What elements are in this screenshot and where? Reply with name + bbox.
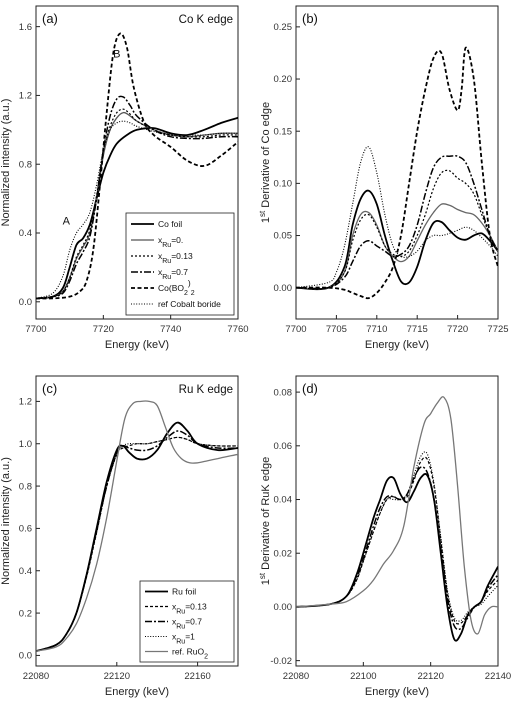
y-tick-label: 0.04: [274, 495, 293, 506]
x-tick-label: 7715: [407, 324, 428, 335]
panel-a: 7700 7720 7740 7760 0.0 0.4 0.8 1.2 1.6 Energy (k…: [0, 5, 249, 351]
peak-annotation: A: [63, 215, 71, 227]
y-tick-label: 0.8: [19, 481, 32, 492]
y-tick-label: 0.25: [274, 22, 293, 33]
plot-frame-c: [35, 375, 239, 667]
series-line-6: [296, 146, 498, 289]
series-line-4: [36, 95, 238, 300]
panel-label: (d): [302, 381, 318, 396]
y-axis-label: Normalized intensity (a.u.): [0, 457, 12, 585]
series-group: [36, 32, 238, 300]
series-line-3: [36, 108, 238, 299]
y-tick-label: 1.6: [19, 22, 32, 33]
plot-frame-b: [295, 5, 499, 320]
panel-title: Co K edge: [179, 14, 233, 26]
y-tick-label: 0.4: [19, 228, 32, 239]
y-tick-label: 1.0: [19, 439, 32, 450]
panel-label: (a): [42, 11, 58, 26]
y-tick-label: 0.20: [274, 74, 293, 85]
series-line-5: [296, 46, 498, 300]
y-tick-label: 0.6: [19, 524, 32, 535]
series-line-3: [296, 169, 498, 290]
y-tick-label: 0.10: [274, 179, 293, 190]
y-tick-label: 0.06: [274, 441, 293, 452]
series-line-3: [296, 466, 498, 631]
y-tick-label: 0.00: [274, 283, 293, 294]
y-tick-label: 0.05: [274, 231, 293, 242]
series-group: [296, 396, 498, 642]
y-tick-label: 1.2: [19, 397, 32, 408]
x-tick-label: 22160: [184, 671, 210, 682]
y-tick-label: 0.4: [19, 566, 32, 577]
y-axis-label: 1st Derivative of RuK edge: [258, 457, 273, 586]
legend: Co foil xRu=0. xRu=0.13 xRu=0.7Co(BO2)2 ref …: [125, 212, 235, 316]
legend-label: xRu=0.13: [172, 602, 207, 616]
legend-label: xRu=0.13: [158, 251, 193, 265]
x-tick-label: 7720: [447, 324, 468, 335]
series-line-4: [296, 451, 498, 622]
legend-label: Co foil: [158, 219, 182, 229]
series-line-5: [36, 400, 238, 652]
series-group: [36, 400, 238, 653]
x-tick-label: 7705: [326, 324, 347, 335]
x-axis-label: Energy (keV): [365, 339, 429, 351]
legend-label: Ru foil: [172, 587, 196, 597]
x-tick-label: 7700: [285, 324, 306, 335]
y-tick-label: 0.0: [19, 651, 32, 662]
legend-label: xRu=1: [172, 632, 195, 646]
plot-frame-a: [35, 5, 239, 320]
panel-b: 7700 7705 7710 7715 7720 7725 0.00 0.05 0.10 0.15…: [258, 5, 509, 351]
plot-frame-d: [295, 375, 499, 667]
x-tick-label: 7740: [160, 324, 181, 335]
legend-label: xRu=0.: [158, 235, 183, 249]
y-tick-label: 0.2: [19, 608, 32, 619]
series-line-1: [36, 421, 238, 653]
panel-c: 22080 22120 22160 0.0 0.2 0.4 0.6 0.8 1.0 1.2 Ener…: [0, 375, 239, 698]
x-tick-label: 22120: [104, 671, 130, 682]
panel-d: 22080 22100 22120 22140 -0.02 0.00 0.02 0.04 0.0…: [258, 375, 511, 698]
y-tick-label: 0.8: [19, 159, 32, 170]
legend-label: ref Cobalt boride: [158, 299, 221, 309]
series-line-5: [36, 32, 238, 300]
x-tick-label: 22080: [283, 671, 309, 682]
x-tick-label: 22140: [485, 671, 511, 682]
panel-title: Ru K edge: [179, 384, 233, 396]
series-line-5: [296, 396, 498, 635]
y-tick-label: 1.2: [19, 91, 32, 102]
y-axis-label: Normalized intensity (a.u.): [0, 99, 12, 227]
x-tick-label: 7720: [93, 324, 114, 335]
x-tick-label: 22100: [350, 671, 376, 682]
y-axis-label: 1st Derivative of Co edge: [258, 102, 273, 223]
legend-label: Co(BO2)2: [158, 278, 195, 297]
y-tick-label: 0.02: [274, 548, 293, 559]
x-axis-label: Energy (keV): [105, 686, 169, 698]
series-line-4: [296, 154, 498, 290]
y-tick-label: -0.02: [270, 656, 292, 667]
x-tick-label: 7710: [366, 324, 387, 335]
series-line-1: [296, 189, 498, 291]
y-tick-label: 0.15: [274, 126, 293, 137]
x-tick-label: 22080: [23, 671, 49, 682]
x-tick-label: 7760: [227, 324, 248, 335]
peak-annotation: B: [113, 49, 120, 61]
x-tick-label: 22120: [417, 671, 443, 682]
x-tick-label: 7725: [487, 324, 508, 335]
legend-label: xRu=0.7: [158, 267, 188, 281]
series-group: [296, 46, 498, 300]
legend-box: [125, 212, 235, 316]
y-tick-label: 0.00: [274, 602, 293, 613]
legend-label: xRu=0.7: [172, 617, 202, 631]
x-axis-label: Energy (keV): [365, 686, 429, 698]
x-axis-label: Energy (keV): [105, 339, 169, 351]
x-tick-label: 7700: [25, 324, 46, 335]
series-line-2: [296, 203, 498, 290]
legend-label: ref. RuO2: [172, 647, 208, 661]
panel-label: (c): [42, 381, 57, 396]
series-line-2: [296, 456, 498, 625]
y-tick-label: 0.08: [274, 387, 293, 398]
y-tick-label: 0.0: [19, 297, 32, 308]
panel-label: (b): [302, 11, 318, 26]
